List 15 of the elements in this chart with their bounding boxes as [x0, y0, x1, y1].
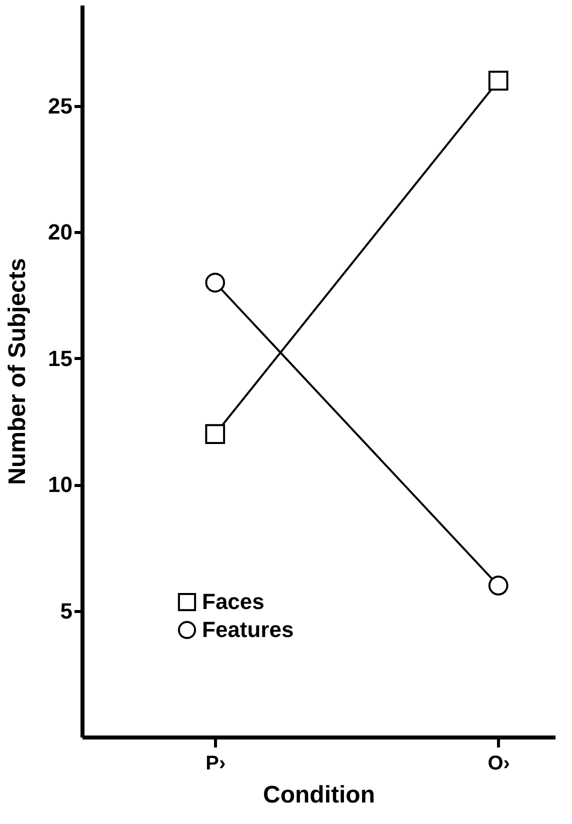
- y-axis-title: Number of Subjects: [4, 258, 32, 485]
- y-tick-label: 10: [48, 472, 72, 498]
- legend-label: Faces: [202, 589, 264, 614]
- y-tick-label: 25: [48, 93, 72, 118]
- y-tick-label: 20: [48, 220, 72, 245]
- point: [488, 576, 508, 596]
- y-tick-label: 5: [60, 598, 72, 624]
- point: [488, 70, 508, 91]
- x-tick-label: O›: [488, 752, 510, 774]
- x-axis-title: Condition: [263, 782, 375, 808]
- y-tick-label: 15: [48, 346, 72, 371]
- x-tick-label: P›: [206, 752, 226, 774]
- point: [205, 272, 226, 293]
- point: [205, 424, 226, 444]
- legend-label: Features: [202, 617, 294, 642]
